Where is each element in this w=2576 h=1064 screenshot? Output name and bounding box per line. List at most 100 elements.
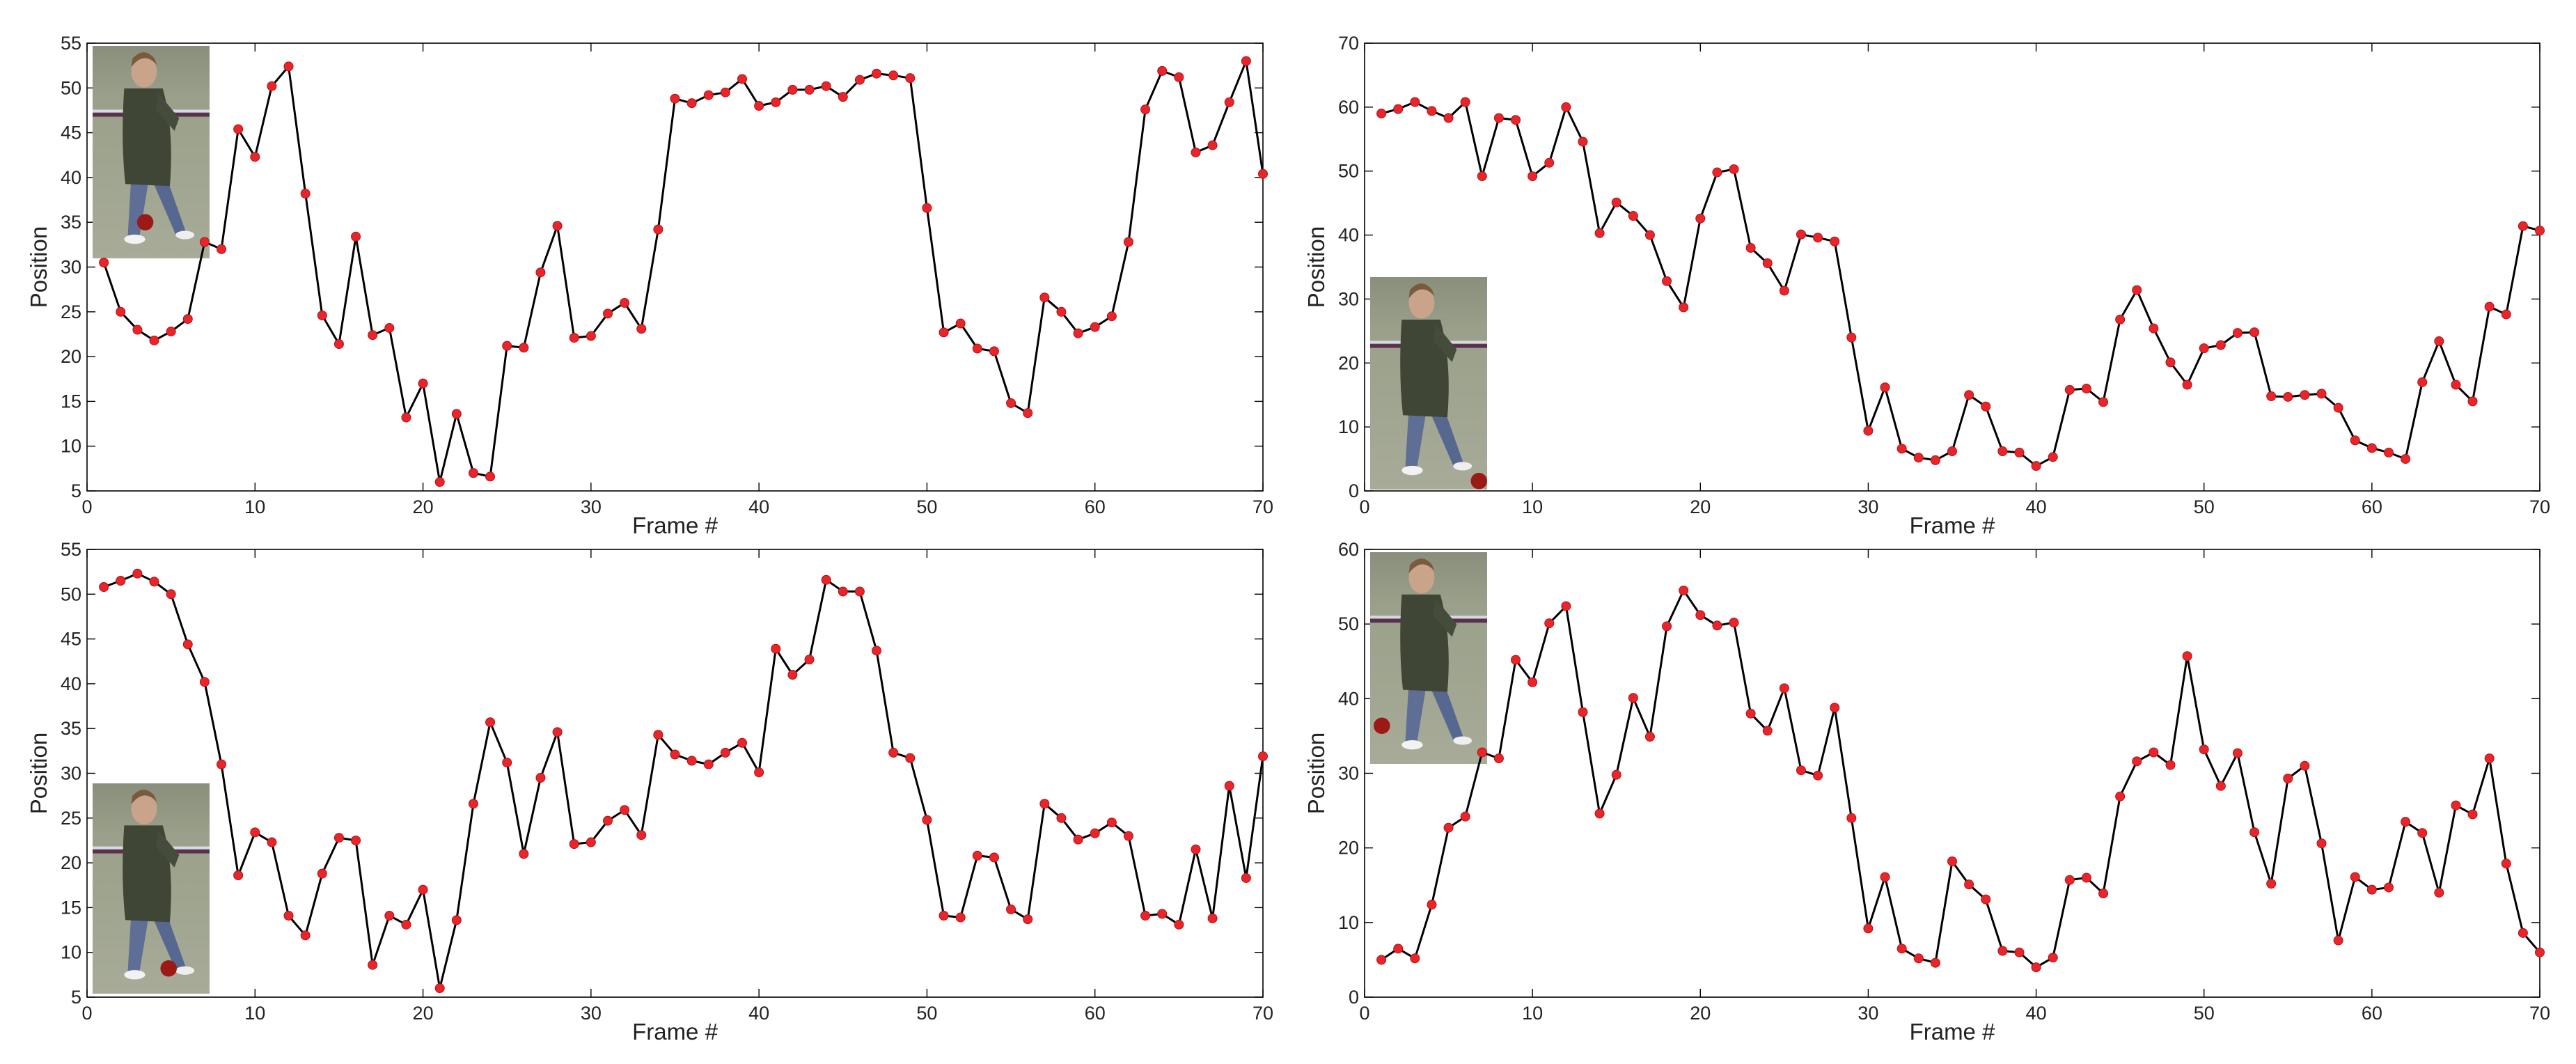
data-point bbox=[989, 346, 999, 357]
data-point bbox=[2031, 461, 2041, 471]
series-line bbox=[1381, 589, 2541, 969]
data-point bbox=[1745, 708, 1756, 719]
data-point bbox=[1813, 233, 1823, 243]
data-point bbox=[317, 868, 327, 879]
y-tick-label: 10 bbox=[1338, 416, 1359, 437]
data-point bbox=[1090, 322, 1100, 332]
data-point bbox=[333, 833, 344, 843]
data-point bbox=[1477, 171, 1487, 182]
data-point bbox=[1224, 97, 1234, 107]
data-point bbox=[2366, 884, 2377, 895]
y-tick-label: 30 bbox=[61, 763, 81, 784]
y-axis-label: Position bbox=[1303, 733, 1329, 814]
data-point bbox=[2401, 817, 2411, 827]
y-tick-label: 40 bbox=[1338, 688, 1359, 709]
data-point bbox=[1056, 813, 1067, 823]
data-point bbox=[636, 324, 647, 334]
data-point bbox=[182, 314, 193, 324]
data-point bbox=[1493, 113, 1504, 123]
data-point bbox=[1056, 306, 1067, 317]
data-point bbox=[182, 639, 193, 650]
data-point bbox=[434, 983, 445, 994]
data-point bbox=[217, 759, 227, 769]
data-point bbox=[787, 670, 798, 680]
x-tick-label: 40 bbox=[748, 496, 769, 517]
data-point bbox=[368, 960, 378, 970]
x-axis-label: Frame # bbox=[1910, 1019, 1996, 1045]
data-point bbox=[1376, 955, 1387, 965]
x-tick-label: 60 bbox=[1085, 1003, 1106, 1024]
data-point bbox=[2316, 389, 2327, 399]
data-point bbox=[703, 90, 714, 100]
x-tick-label: 50 bbox=[2194, 496, 2215, 517]
data-point bbox=[233, 870, 244, 881]
data-point bbox=[2333, 402, 2343, 413]
y-tick-label: 30 bbox=[1338, 763, 1359, 784]
data-point bbox=[116, 576, 126, 586]
data-point bbox=[1561, 601, 1571, 611]
data-point bbox=[1090, 828, 1100, 838]
data-point bbox=[1544, 157, 1555, 168]
data-point bbox=[2535, 226, 2545, 236]
x-tick-label: 50 bbox=[2194, 1003, 2215, 1024]
data-point bbox=[1997, 446, 2008, 457]
data-point bbox=[1039, 799, 1050, 809]
data-point bbox=[502, 758, 512, 768]
x-tick-label: 30 bbox=[1858, 1003, 1878, 1024]
y-tick-label: 55 bbox=[61, 33, 81, 54]
data-point bbox=[670, 749, 680, 760]
data-point bbox=[1695, 213, 1706, 224]
y-tick-label: 35 bbox=[61, 718, 81, 739]
data-point bbox=[1947, 856, 1957, 866]
data-point bbox=[535, 267, 546, 278]
data-point bbox=[2249, 327, 2260, 338]
data-point bbox=[838, 586, 848, 597]
x-tick-label: 70 bbox=[1252, 1003, 1273, 1024]
data-point bbox=[720, 87, 730, 97]
data-point bbox=[317, 310, 327, 320]
data-point bbox=[938, 910, 949, 921]
data-point bbox=[485, 717, 496, 728]
y-tick-label: 0 bbox=[1349, 987, 1359, 1008]
data-point bbox=[2266, 879, 2277, 889]
x-tick-label: 30 bbox=[581, 1003, 602, 1024]
x-tick-label: 0 bbox=[81, 1003, 92, 1024]
data-point bbox=[1140, 104, 1151, 115]
data-point bbox=[2199, 343, 2209, 354]
y-tick-label: 10 bbox=[61, 942, 81, 963]
data-point bbox=[2098, 397, 2109, 407]
data-point bbox=[1679, 585, 1689, 595]
y-tick-label: 25 bbox=[61, 808, 81, 829]
data-point bbox=[451, 409, 462, 419]
y-axis-label: Position bbox=[26, 226, 52, 308]
data-point bbox=[955, 318, 966, 329]
y-tick-label: 10 bbox=[1338, 912, 1359, 933]
data-point bbox=[2383, 447, 2394, 457]
y-tick-label: 20 bbox=[61, 346, 81, 367]
data-point bbox=[351, 231, 361, 242]
data-point bbox=[686, 98, 697, 109]
data-point bbox=[1207, 140, 1218, 150]
x-axis-label: Frame # bbox=[632, 513, 718, 538]
data-point bbox=[754, 767, 764, 778]
x-tick-label: 70 bbox=[2529, 496, 2550, 517]
data-point bbox=[2350, 435, 2360, 446]
x-tick-label: 30 bbox=[581, 496, 602, 517]
data-point bbox=[2149, 323, 2159, 334]
data-point bbox=[2048, 452, 2058, 462]
data-point bbox=[2165, 760, 2176, 770]
data-point bbox=[166, 327, 176, 337]
chart-panel-1: 0 10 20 30 40 50 60 70 5 10 15 20 25 30 35 40 45 50 55 Fram… bbox=[26, 33, 1273, 538]
data-point bbox=[1511, 655, 1521, 665]
data-point bbox=[1896, 944, 1907, 954]
data-point bbox=[1174, 72, 1184, 82]
data-point bbox=[1393, 944, 1404, 954]
x-tick-label: 0 bbox=[1359, 496, 1369, 517]
data-point bbox=[1241, 56, 1251, 66]
data-point bbox=[703, 759, 714, 769]
pedestrian-thumbnail bbox=[1370, 552, 1487, 764]
data-point bbox=[199, 677, 210, 687]
data-point bbox=[1410, 953, 1420, 964]
data-point bbox=[1628, 211, 1638, 221]
